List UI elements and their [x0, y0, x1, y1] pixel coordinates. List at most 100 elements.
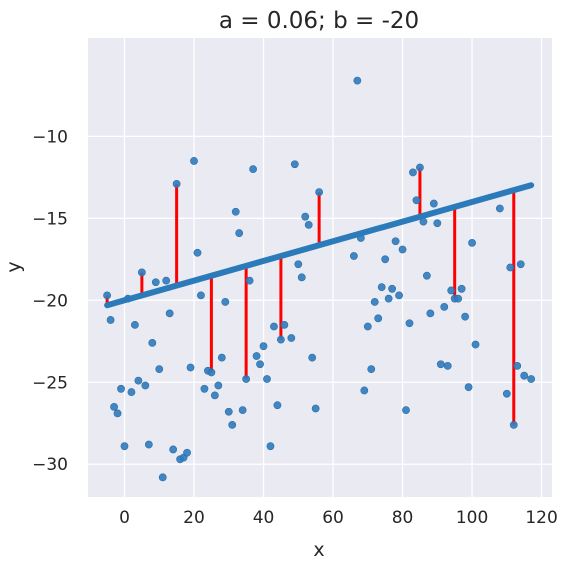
data-point — [468, 239, 476, 247]
y-tick-label: −10 — [32, 127, 68, 147]
data-point — [370, 298, 379, 306]
data-point — [454, 294, 463, 303]
x-tick-labels: 0 20 40 60 80 100 120 — [119, 508, 558, 528]
x-tick-label: 100 — [456, 508, 488, 528]
data-point — [429, 199, 438, 208]
data-point — [506, 263, 515, 272]
data-point — [513, 361, 522, 370]
data-point — [259, 342, 268, 351]
data-point — [231, 207, 240, 216]
data-point — [409, 168, 417, 177]
data-point — [210, 391, 219, 400]
data-point — [388, 284, 397, 293]
data-point — [117, 384, 125, 393]
data-point — [270, 322, 278, 331]
data-point — [280, 320, 289, 329]
data-point — [436, 360, 445, 369]
data-point — [395, 291, 403, 300]
data-point — [193, 248, 202, 257]
data-point — [440, 302, 449, 311]
data-point — [502, 389, 511, 398]
data-point — [433, 219, 442, 228]
scatter-points — [103, 76, 536, 482]
data-point — [412, 196, 421, 205]
data-point — [416, 163, 424, 172]
data-point — [353, 76, 362, 85]
data-point — [183, 448, 191, 457]
data-point — [509, 420, 518, 429]
x-tick-label: 40 — [253, 508, 275, 528]
data-point — [224, 407, 233, 416]
data-point — [367, 365, 376, 374]
data-point — [200, 384, 209, 393]
data-point — [294, 260, 303, 269]
data-point — [245, 276, 254, 285]
data-point — [443, 361, 452, 370]
data-point — [151, 278, 160, 287]
data-point — [422, 271, 431, 280]
data-point — [238, 406, 247, 415]
data-point — [495, 204, 504, 213]
data-point — [186, 363, 195, 372]
chart-title: a = 0.06; b = -20 — [219, 8, 419, 34]
data-point — [120, 442, 129, 451]
data-point — [304, 220, 313, 229]
x-tick-label: 20 — [183, 508, 205, 528]
data-point — [141, 381, 150, 390]
data-point — [457, 284, 466, 293]
data-point — [165, 309, 174, 318]
data-point — [110, 402, 118, 411]
residual-lines — [105, 167, 516, 425]
data-point — [308, 353, 317, 362]
data-point — [172, 179, 181, 188]
data-point — [256, 360, 264, 369]
data-point — [349, 252, 358, 260]
data-point — [311, 404, 320, 413]
grid — [88, 38, 552, 497]
data-point — [197, 291, 205, 300]
data-point — [402, 406, 410, 415]
data-point — [374, 314, 383, 323]
data-point — [144, 440, 153, 449]
data-point — [106, 316, 115, 324]
data-point — [228, 420, 237, 429]
y-axis-label: y — [3, 261, 25, 272]
data-point — [464, 383, 473, 392]
data-point — [276, 335, 285, 344]
data-point — [148, 339, 157, 347]
data-point — [103, 291, 112, 300]
x-tick-label: 80 — [392, 508, 414, 528]
data-point — [527, 375, 536, 383]
data-point — [297, 273, 306, 282]
plot-area — [88, 38, 552, 497]
y-tick-label: −20 — [32, 291, 68, 311]
y-tick-label: −30 — [32, 455, 68, 475]
data-point — [381, 255, 390, 264]
data-point — [363, 322, 372, 331]
data-point — [273, 401, 282, 410]
y-tick-labels: −30 −25 −20 −15 −10 — [32, 127, 68, 475]
data-point — [155, 365, 164, 374]
data-point — [360, 386, 369, 395]
data-point — [235, 229, 244, 237]
data-point — [263, 375, 271, 383]
data-point — [158, 473, 167, 482]
data-point — [447, 286, 456, 295]
data-point — [127, 388, 136, 396]
data-point — [207, 368, 216, 377]
data-point — [242, 375, 251, 383]
data-point — [301, 212, 310, 221]
data-point — [391, 237, 400, 246]
data-point — [169, 445, 178, 454]
data-point — [214, 381, 223, 390]
data-point — [520, 371, 529, 380]
data-point — [516, 260, 525, 269]
x-axis-label: x — [313, 539, 324, 561]
data-point — [405, 319, 414, 328]
data-point — [290, 160, 299, 169]
data-point — [315, 188, 324, 196]
y-tick-label: −15 — [32, 209, 68, 229]
data-point — [221, 298, 230, 306]
data-point — [398, 245, 407, 254]
